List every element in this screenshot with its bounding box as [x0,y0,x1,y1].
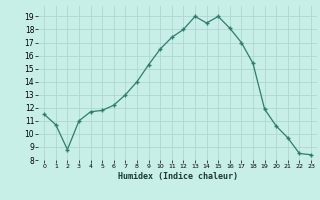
X-axis label: Humidex (Indice chaleur): Humidex (Indice chaleur) [118,172,238,181]
